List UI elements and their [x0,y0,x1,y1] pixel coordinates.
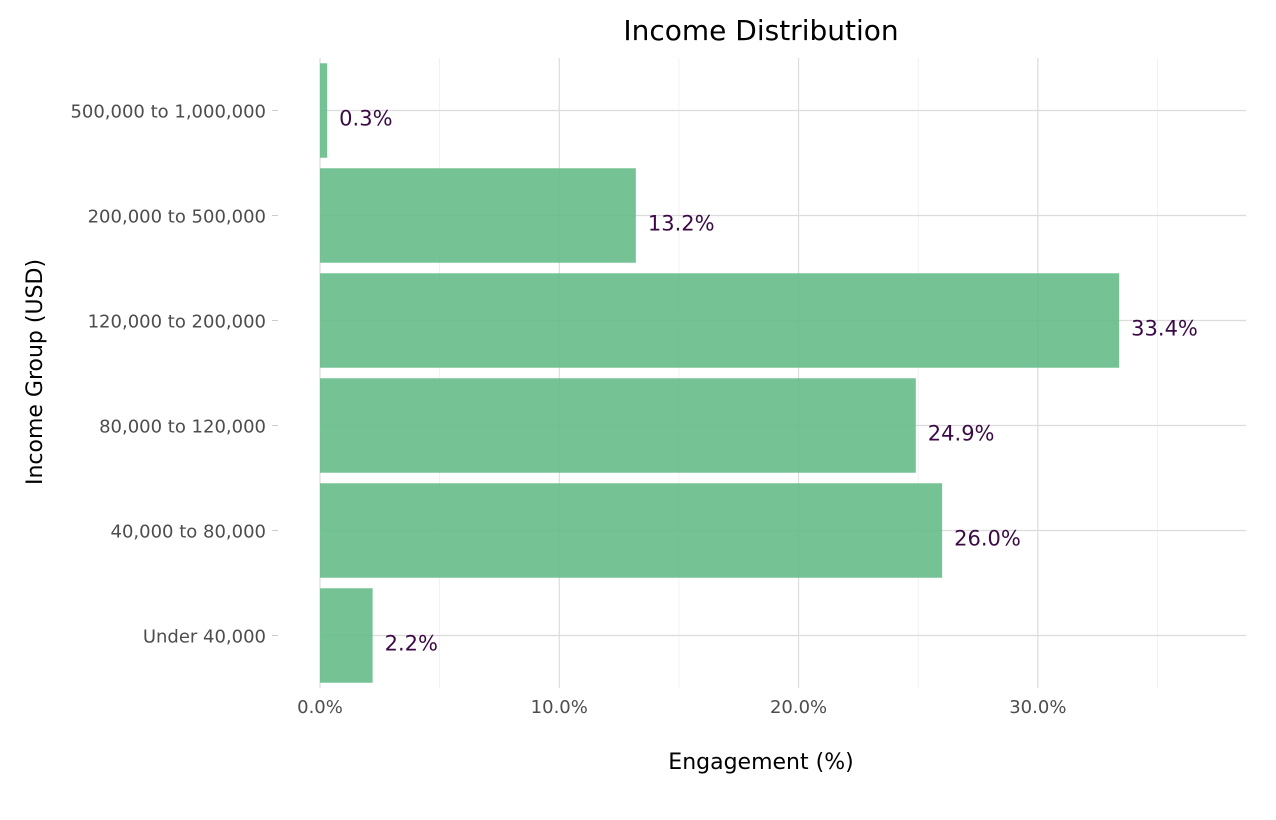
bar [320,483,943,578]
data-label: 24.9% [928,422,995,446]
y-tick-label: 200,000 to 500,000 [88,207,266,228]
y-axis-ticks: Under 40,000 40,000 to 80,000 80,000 to 12… [70,102,278,648]
data-label: 2.2% [385,632,438,656]
x-tick-label: 10.0% [531,697,588,718]
y-tick-label: 120,000 to 200,000 [88,312,266,333]
y-tick-label: 40,000 to 80,000 [111,522,266,543]
x-tick-label: 20.0% [770,697,827,718]
data-label: 26.0% [954,527,1021,551]
data-label: 0.3% [339,107,392,131]
grid-lines [319,58,1246,688]
y-axis-label: Income Group (USD) [23,259,48,485]
bar [320,588,373,683]
bar [320,273,1120,368]
data-label: 13.2% [648,212,715,236]
y-tick-label: Under 40,000 [143,627,266,648]
bar [320,168,636,263]
bar [320,63,328,158]
x-axis-label: Engagement (%) [668,750,853,775]
x-axis-ticks: 0.0% 10.0% 20.0% 30.0% [297,697,1066,718]
y-tick-label: 80,000 to 120,000 [99,417,266,438]
data-label: 33.4% [1131,317,1198,341]
bar [320,378,916,473]
x-tick-label: 30.0% [1009,697,1066,718]
x-tick-label: 0.0% [297,697,343,718]
bars [320,63,1120,683]
y-tick-label: 500,000 to 1,000,000 [70,102,266,123]
data-labels: 2.2% 26.0% 24.9% 33.4% 13.2% 0.3% [339,107,1198,656]
chart-title: Income Distribution [623,14,898,47]
